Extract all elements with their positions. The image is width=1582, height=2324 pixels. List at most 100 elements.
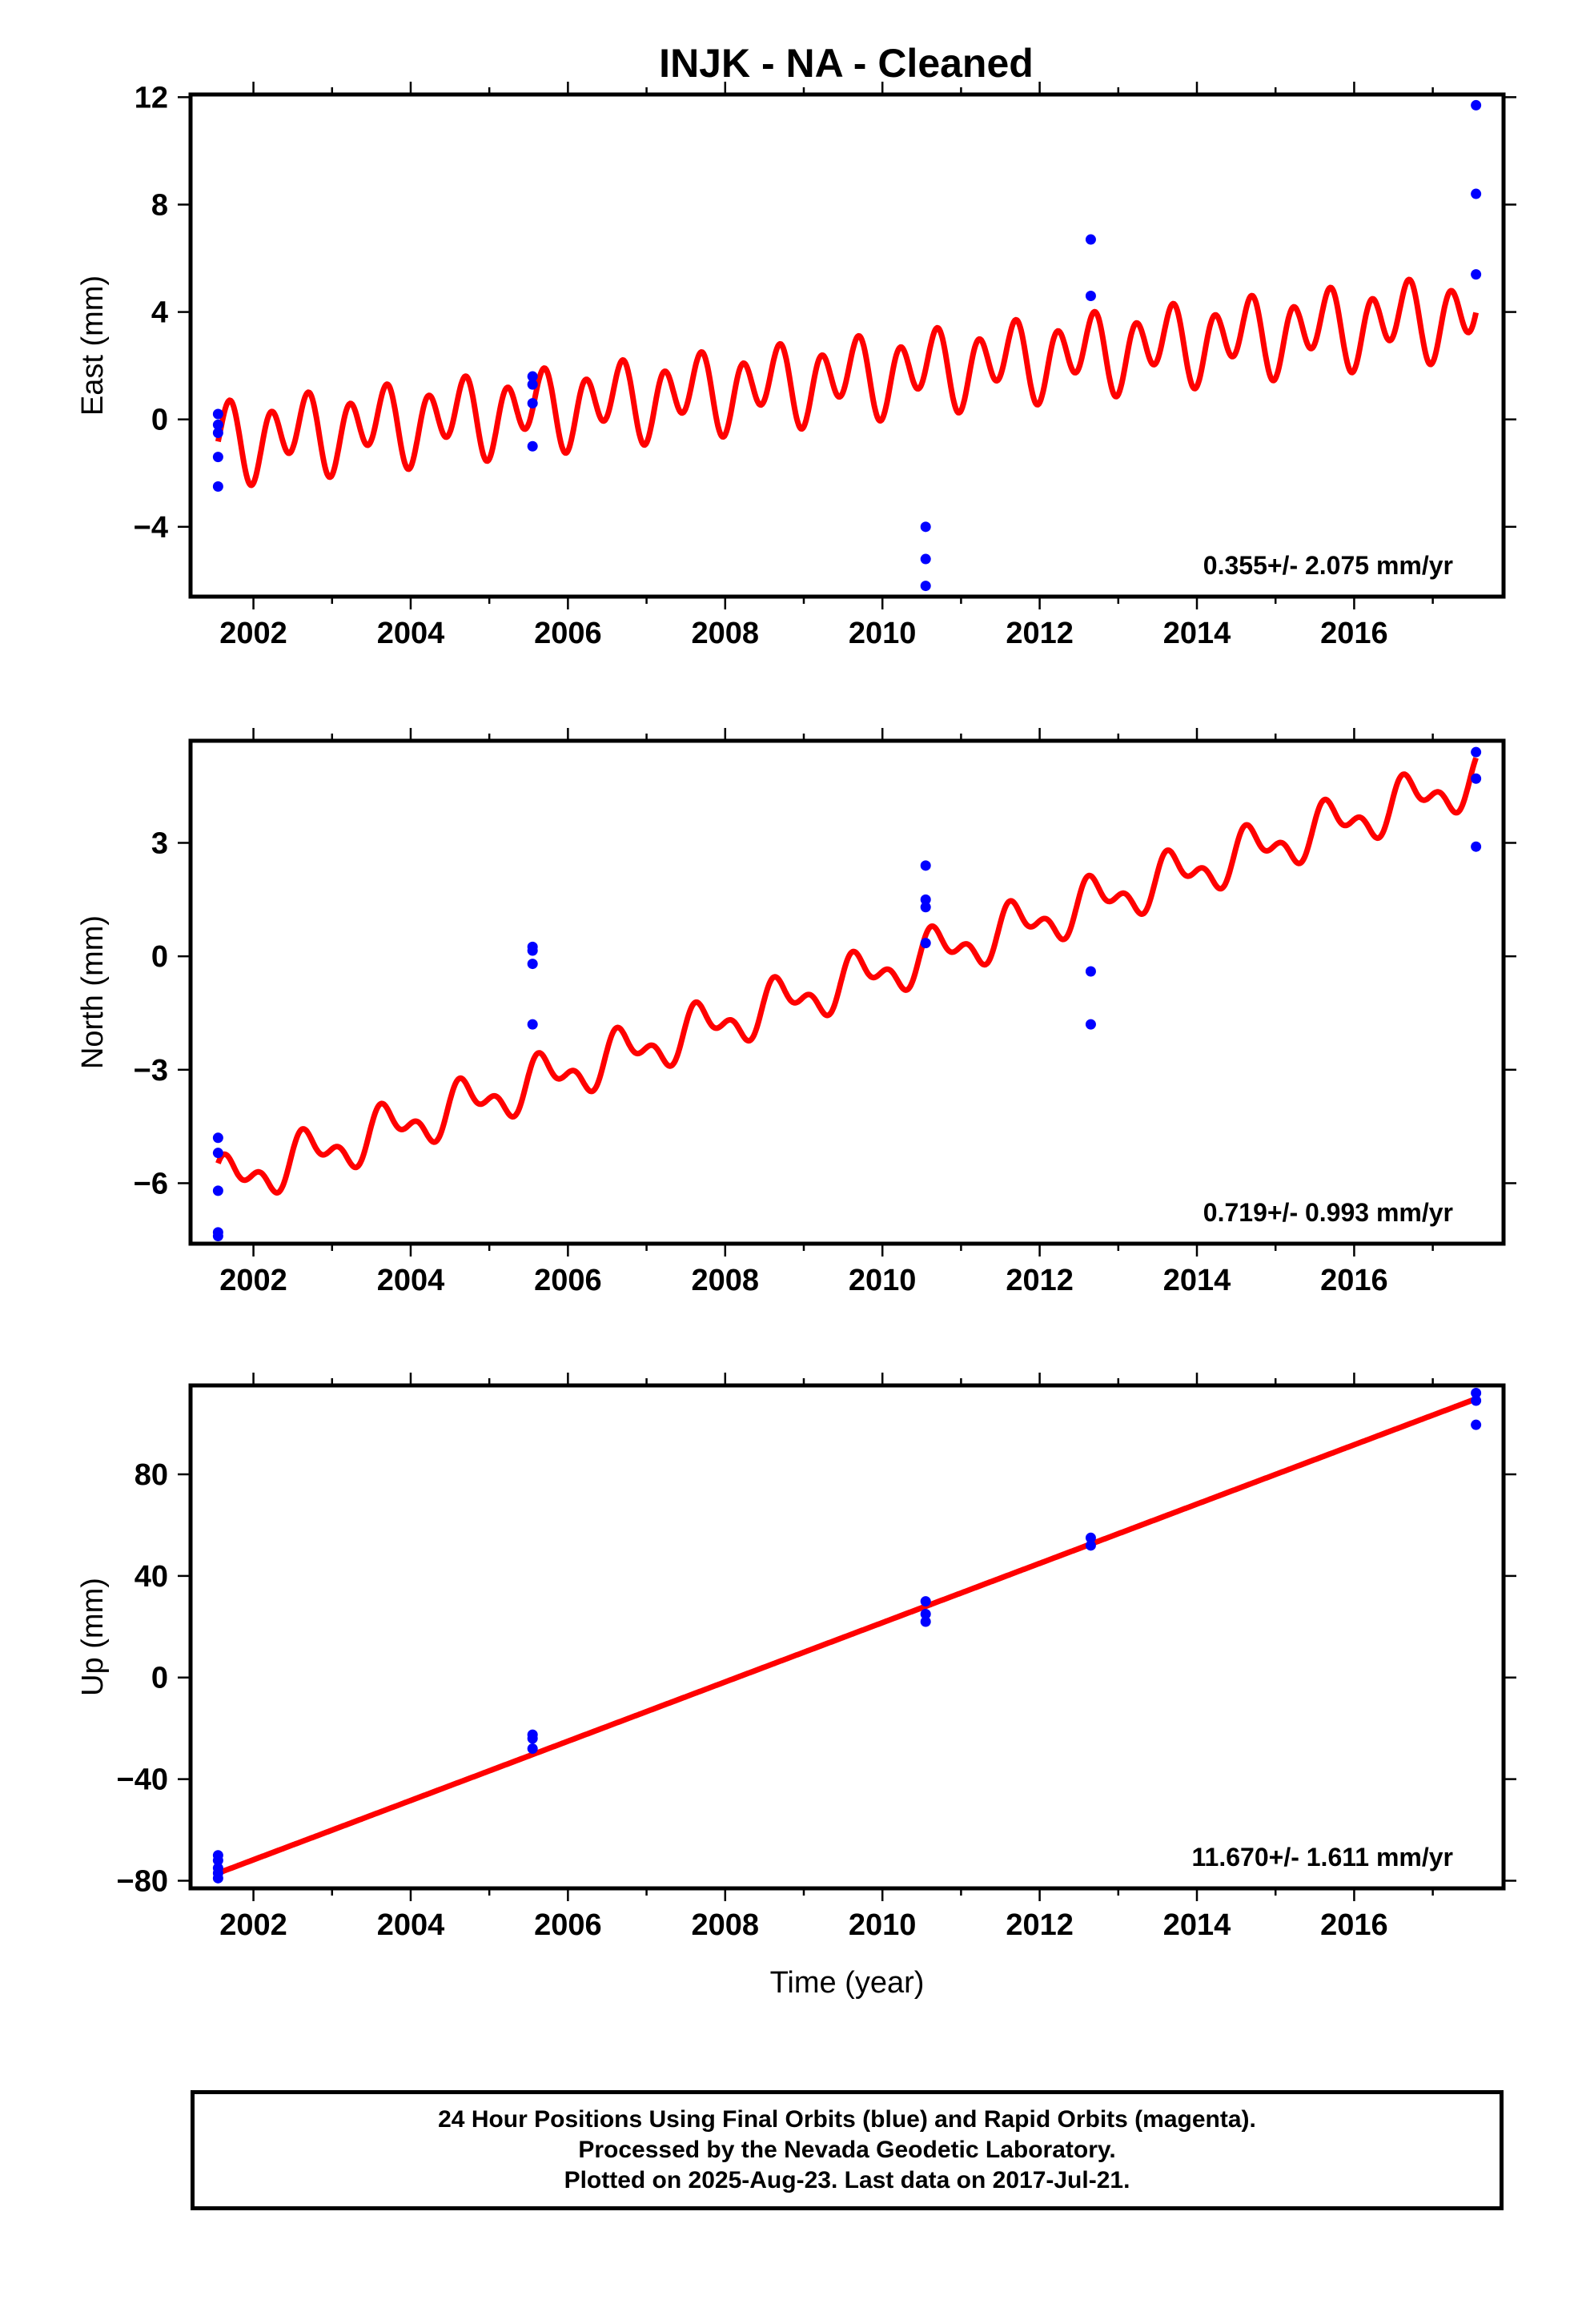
up-data-point	[212, 1855, 223, 1866]
east-x-tick-label: 2004	[377, 617, 445, 650]
up-y-tick-label: 40	[135, 1560, 168, 1594]
east-fit-line	[215, 276, 1480, 489]
north-x-tick-label: 2006	[534, 1264, 602, 1297]
north-x-tick-label: 2002	[219, 1264, 287, 1297]
north-rate-label: 0.719+/- 0.993 mm/yr	[1203, 1198, 1453, 1227]
up-data-point	[920, 1596, 931, 1607]
up-x-tick-label: 2006	[534, 1908, 602, 1942]
east-data-point	[1085, 234, 1096, 245]
up-y-tick-label: −80	[117, 1864, 168, 1898]
north-data-point	[212, 1148, 223, 1159]
east-data-point	[1085, 290, 1096, 301]
east-data-point	[212, 408, 223, 420]
east-data-point	[212, 452, 223, 463]
north-data-point	[212, 1132, 223, 1144]
east-data-point	[212, 481, 223, 493]
north-data-point	[1085, 1019, 1096, 1030]
east-data-point	[1471, 188, 1482, 199]
up-y-axis-label: Up (mm)	[76, 1578, 110, 1696]
north-x-tick-label: 2014	[1163, 1264, 1231, 1297]
north-panel-frame	[188, 738, 1506, 1246]
east-data-point	[212, 419, 223, 430]
up-panel-frame	[188, 1383, 1506, 1891]
up-data-point	[1085, 1532, 1096, 1543]
north-data-point	[1471, 746, 1482, 758]
east-data-point	[527, 371, 538, 382]
caption-box: 24 Hour Positions Using Final Orbits (bl…	[191, 2090, 1504, 2210]
east-data-point	[212, 427, 223, 438]
east-x-tick-label: 2014	[1163, 617, 1231, 650]
x-axis-label: Time (year)	[770, 1966, 925, 2000]
north-y-tick-label: 0	[151, 940, 168, 974]
figure-title: INJK - NA - Cleaned	[659, 41, 1034, 86]
east-x-tick-label: 2010	[849, 617, 917, 650]
north-x-tick-label: 2004	[377, 1264, 445, 1297]
north-data-point	[527, 959, 538, 970]
up-y-tick-label: 80	[135, 1458, 168, 1492]
east-y-tick-label: 8	[151, 188, 168, 222]
up-x-tick-label: 2002	[219, 1908, 287, 1942]
north-data-point	[527, 1019, 538, 1030]
north-y-tick-label: 3	[151, 826, 168, 860]
east-panel: 2002 2004 2006 2008 2010 2012 2014 2016 12 8 4 0 −4 E…	[76, 81, 1516, 650]
up-data-point	[527, 1733, 538, 1744]
east-data-point	[1471, 99, 1482, 111]
up-data-point	[1085, 1540, 1096, 1551]
east-data-point	[527, 440, 538, 452]
east-x-tick-label: 2006	[534, 617, 602, 650]
north-data-point	[1471, 773, 1482, 784]
east-rate-label: 0.355+/- 2.075 mm/yr	[1203, 551, 1453, 580]
up-x-tick-label: 2014	[1163, 1908, 1231, 1942]
east-data-point	[920, 553, 931, 565]
north-data-point	[1085, 966, 1096, 977]
up-rate-label: 11.670+/- 1.611 mm/yr	[1192, 1843, 1453, 1872]
up-y-tick-label: 0	[151, 1662, 168, 1695]
north-panel: 2002 2004 2006 2008 2010 2012 2014 2016 3 0 −3 −6 No…	[76, 728, 1516, 1297]
east-data-point	[920, 581, 931, 592]
up-x-tick-label: 2012	[1006, 1908, 1074, 1942]
north-data-point	[527, 945, 538, 956]
east-y-tick-label: 0	[151, 404, 168, 437]
north-x-tick-label: 2012	[1006, 1264, 1074, 1297]
east-x-tick-label: 2016	[1320, 617, 1388, 650]
north-data-point	[212, 1185, 223, 1196]
north-data-point	[920, 902, 931, 913]
up-x-tick-label: 2004	[377, 1908, 445, 1942]
north-y-tick-label: −6	[134, 1167, 168, 1200]
up-data-point	[212, 1872, 223, 1884]
east-data-point	[920, 521, 931, 533]
east-panel-frame	[188, 92, 1506, 599]
north-data-point	[212, 1231, 223, 1242]
caption-line-1: 24 Hour Positions Using Final Orbits (bl…	[438, 2106, 1256, 2133]
east-x-tick-label: 2012	[1006, 617, 1074, 650]
east-y-tick-label: 4	[151, 296, 168, 330]
north-data-point	[920, 860, 931, 871]
up-fit-line	[216, 1396, 1478, 1876]
east-data-point	[527, 379, 538, 390]
caption-line-2: Processed by the Nevada Geodetic Laborat…	[578, 2137, 1116, 2163]
north-data-point	[920, 938, 931, 949]
north-x-tick-label: 2008	[692, 1264, 760, 1297]
up-data-point	[920, 1608, 931, 1619]
north-data-point	[1471, 841, 1482, 852]
up-data-point	[1471, 1388, 1482, 1399]
north-data-point	[920, 894, 931, 905]
caption-line-3: Plotted on 2025-Aug-23. Last data on 201…	[564, 2167, 1130, 2193]
up-x-tick-label: 2008	[692, 1908, 760, 1942]
up-x-tick-label: 2010	[849, 1908, 917, 1942]
up-panel: 2002 2004 2006 2008 2010 2012 2014 2016 80 40 0 −40…	[76, 1373, 1516, 1942]
up-data-point	[1471, 1395, 1482, 1406]
north-y-axis-label: North (mm)	[76, 915, 110, 1069]
east-y-axis-label: East (mm)	[76, 275, 110, 416]
north-x-tick-label: 2016	[1320, 1264, 1388, 1297]
up-data-point	[920, 1616, 931, 1627]
east-y-tick-label: −4	[134, 511, 168, 545]
north-y-tick-label: −3	[134, 1054, 168, 1088]
east-x-tick-label: 2002	[219, 617, 287, 650]
east-x-tick-label: 2008	[692, 617, 760, 650]
up-data-point	[1471, 1419, 1482, 1430]
east-y-tick-label: 12	[135, 81, 168, 115]
north-fit-line	[215, 757, 1479, 1196]
up-data-point	[527, 1743, 538, 1755]
